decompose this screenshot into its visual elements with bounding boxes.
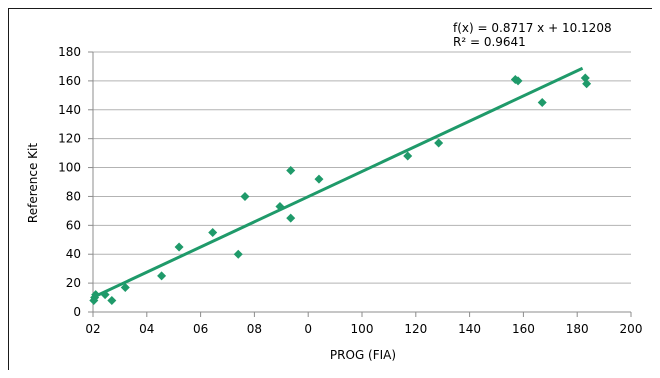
trendline [92,66,584,299]
x-tick-label: 04 [139,322,154,336]
x-tick-label: 08 [247,322,262,336]
x-tick-label: 140 [458,322,481,336]
trendline-equation: f(x) = 0.8717 x + 10.1208 [453,21,612,35]
gridlines [93,51,631,284]
data-point [91,290,101,300]
x-tick-label: 200 [620,322,643,336]
x-tick-label: 02 [85,322,100,336]
y-tick-label: 60 [66,218,81,232]
data-point [240,191,250,201]
x-tick-label: 120 [404,322,427,336]
y-tick-label: 140 [58,103,81,117]
x-tick-label: 160 [512,322,535,336]
y-tick-label: 20 [66,276,81,290]
y-tick-label: 160 [58,74,81,88]
data-point [275,202,285,212]
data-points [89,73,592,305]
x-axis-title: PROG (FIA) [330,348,396,362]
data-point [120,282,130,292]
data-point [157,271,167,281]
y-tick-label: 120 [58,132,81,146]
y-tick-label: 80 [66,189,81,203]
y-tick-label: 180 [58,45,81,59]
data-point [107,295,117,305]
chart-frame [8,8,652,370]
y-tick-label: 40 [66,247,81,261]
data-point [100,290,110,300]
data-point [208,228,218,238]
data-point [233,249,243,259]
data-point [286,165,296,175]
trendline-r-squared: R² = 0.9641 [453,35,526,49]
x-tick-label: 180 [566,322,589,336]
x-tick-labels: 02 04 06 08 0 100 120 140 160 180 200 [85,312,642,336]
axes [92,52,631,313]
data-point [537,98,547,108]
data-point [286,213,296,223]
data-point [174,242,184,252]
x-tick-label: 0 [304,322,312,336]
data-point [513,76,523,86]
y-tick-labels: 0 20 40 60 80 100 120 140 160 180 [58,45,93,319]
y-tick-label: 100 [58,161,81,175]
data-point [314,174,324,184]
data-point [434,138,444,148]
x-tick-label: 100 [351,322,374,336]
x-tick-label: 06 [193,322,208,336]
y-tick-label: 0 [73,305,81,319]
data-point [403,151,413,161]
y-axis-title: Reference Kit [26,143,40,223]
data-point [582,79,592,89]
